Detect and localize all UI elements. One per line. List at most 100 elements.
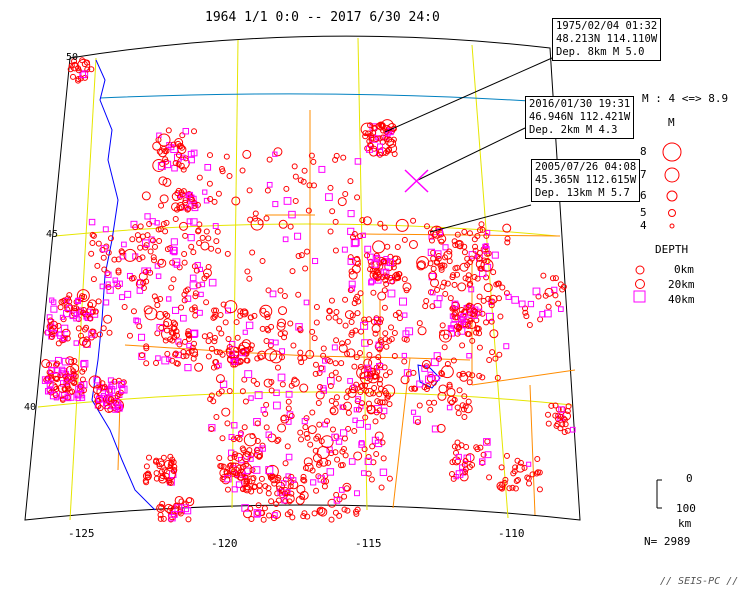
- shallow-event-marker: [474, 325, 481, 332]
- shallow-event-marker: [275, 497, 282, 504]
- deep-event-marker: [60, 324, 69, 333]
- deep-event-marker: [341, 246, 348, 253]
- shallow-event-marker: [158, 504, 165, 511]
- shallow-event-marker: [188, 243, 195, 250]
- shallow-event-marker: [483, 319, 490, 326]
- deep-event-marker: [191, 204, 199, 212]
- deep-event-marker: [63, 309, 71, 318]
- shallow-event-marker: [365, 316, 372, 323]
- shallow-event-marker: [130, 308, 137, 315]
- deep-event-marker: [75, 395, 81, 402]
- shallow-event-marker: [147, 248, 154, 255]
- deep-event-marker: [482, 246, 490, 254]
- shallow-event-marker: [143, 305, 153, 315]
- shallow-event-marker: [241, 453, 251, 463]
- shallow-event-marker: [478, 265, 485, 272]
- shallow-event-marker: [311, 335, 318, 342]
- shallow-event-marker: [332, 156, 339, 163]
- shallow-event-marker: [304, 248, 311, 255]
- shallow-event-marker: [462, 458, 469, 465]
- callout-line: 2016/01/30 19:31: [529, 98, 631, 110]
- shallow-event-marker: [392, 255, 402, 265]
- deep-event-marker: [551, 286, 558, 293]
- deep-event-marker: [405, 327, 414, 336]
- deep-event-marker: [491, 251, 499, 259]
- shallow-event-marker: [268, 379, 275, 386]
- shallow-event-marker: [138, 352, 145, 359]
- shallow-event-marker: [332, 247, 339, 254]
- shallow-event-marker: [484, 438, 491, 445]
- shallow-event-marker: [301, 167, 308, 174]
- deep-event-marker: [185, 192, 191, 198]
- deep-event-marker: [447, 325, 455, 332]
- shallow-event-marker: [316, 506, 326, 516]
- deep-event-marker: [141, 267, 148, 274]
- shallow-event-marker: [354, 310, 361, 317]
- shallow-event-marker: [71, 305, 78, 312]
- shallow-event-marker: [216, 349, 223, 356]
- deep-event-marker: [364, 457, 372, 465]
- deep-event-marker: [105, 281, 111, 287]
- shallow-event-marker: [379, 439, 386, 446]
- shallow-event-marker: [411, 385, 418, 392]
- deep-event-marker: [115, 404, 123, 412]
- shallow-event-marker: [377, 337, 384, 344]
- shallow-event-marker: [299, 383, 309, 393]
- shallow-event-marker: [172, 215, 179, 222]
- shallow-event-marker: [169, 357, 176, 364]
- shallow-event-marker: [244, 347, 251, 354]
- deep-event-marker: [539, 311, 546, 318]
- shallow-event-marker: [346, 348, 356, 358]
- depth-scale-top: 0: [686, 472, 693, 485]
- shallow-event-marker: [57, 304, 64, 311]
- shallow-event-marker: [264, 187, 271, 194]
- shallow-event-marker: [451, 281, 458, 288]
- deep-event-marker: [118, 386, 126, 394]
- shallow-event-marker: [386, 475, 393, 482]
- shallow-event-marker: [328, 398, 335, 405]
- shallow-event-marker: [333, 308, 340, 315]
- shallow-event-marker: [382, 372, 389, 379]
- shallow-event-marker: [446, 383, 453, 390]
- shallow-event-marker: [335, 375, 342, 382]
- shallow-event-marker: [469, 337, 476, 344]
- shallow-event-marker: [292, 173, 299, 180]
- deep-event-marker: [458, 316, 465, 323]
- shallow-event-marker: [428, 271, 438, 281]
- coastline: [91, 59, 156, 511]
- deep-event-marker: [272, 151, 278, 157]
- shallow-event-marker: [192, 351, 199, 358]
- shallow-event-marker: [211, 334, 218, 341]
- shallow-event-marker: [362, 216, 372, 226]
- shallow-event-marker: [366, 351, 373, 358]
- shallow-event-marker: [60, 298, 67, 305]
- shallow-event-marker: [210, 314, 217, 321]
- shallow-event-marker: [249, 432, 256, 439]
- shallow-event-marker: [368, 262, 375, 269]
- shallow-event-marker: [77, 383, 84, 390]
- deep-event-marker: [73, 311, 80, 318]
- shallow-event-marker: [271, 515, 278, 522]
- deep-event-marker: [380, 407, 388, 415]
- shallow-event-marker: [342, 452, 349, 459]
- shallow-event-marker: [65, 365, 75, 375]
- shallow-event-marker: [277, 331, 284, 338]
- shallow-event-marker: [376, 151, 383, 158]
- deep-event-marker: [351, 238, 360, 247]
- shallow-event-marker: [157, 296, 164, 303]
- shallow-event-marker: [153, 359, 160, 366]
- shallow-event-marker: [87, 299, 97, 309]
- deep-event-marker: [77, 384, 85, 392]
- shallow-event-marker: [174, 190, 181, 197]
- deep-event-marker: [244, 370, 253, 379]
- shallow-event-marker: [180, 188, 187, 195]
- shallow-event-marker: [176, 143, 183, 150]
- deep-event-marker: [358, 441, 365, 448]
- lat-label-50: 50: [66, 52, 79, 63]
- deep-event-marker: [265, 431, 272, 438]
- shallow-event-marker: [320, 345, 327, 352]
- shallow-event-marker: [167, 453, 174, 460]
- deep-event-marker: [266, 181, 273, 188]
- shallow-event-marker: [89, 231, 96, 238]
- graticule: [37, 37, 573, 521]
